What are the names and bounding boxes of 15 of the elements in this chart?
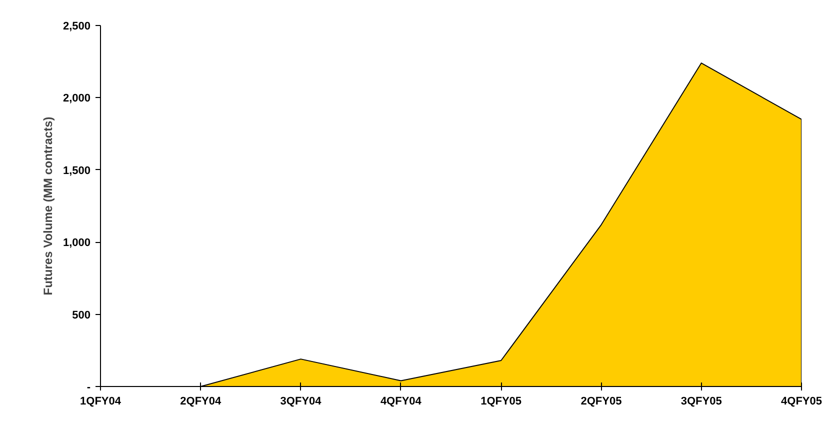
x-tick-label: 2QFY05: [580, 396, 622, 408]
x-tick-label: 3QFY04: [280, 396, 322, 408]
y-tick-label: -: [86, 382, 91, 394]
y-tick-label: 1,500: [62, 164, 91, 177]
y-tick-label: 500: [72, 309, 91, 322]
y-tick-label: 1,000: [62, 237, 91, 250]
y-tick-label: 2,000: [62, 92, 91, 105]
y-axis-title: Futures Volume (MM contracts): [40, 116, 55, 296]
y-tick-label: 2,500: [62, 20, 91, 32]
x-tick-label: 4QFY04: [380, 396, 422, 408]
x-tick-label: 2QFY04: [180, 396, 222, 408]
x-tick-label: 1QFY04: [80, 396, 122, 408]
x-tick-label: 4QFY05: [781, 396, 822, 408]
x-tick-label: 3QFY05: [680, 396, 722, 408]
x-tick-label: 1QFY05: [480, 396, 522, 408]
